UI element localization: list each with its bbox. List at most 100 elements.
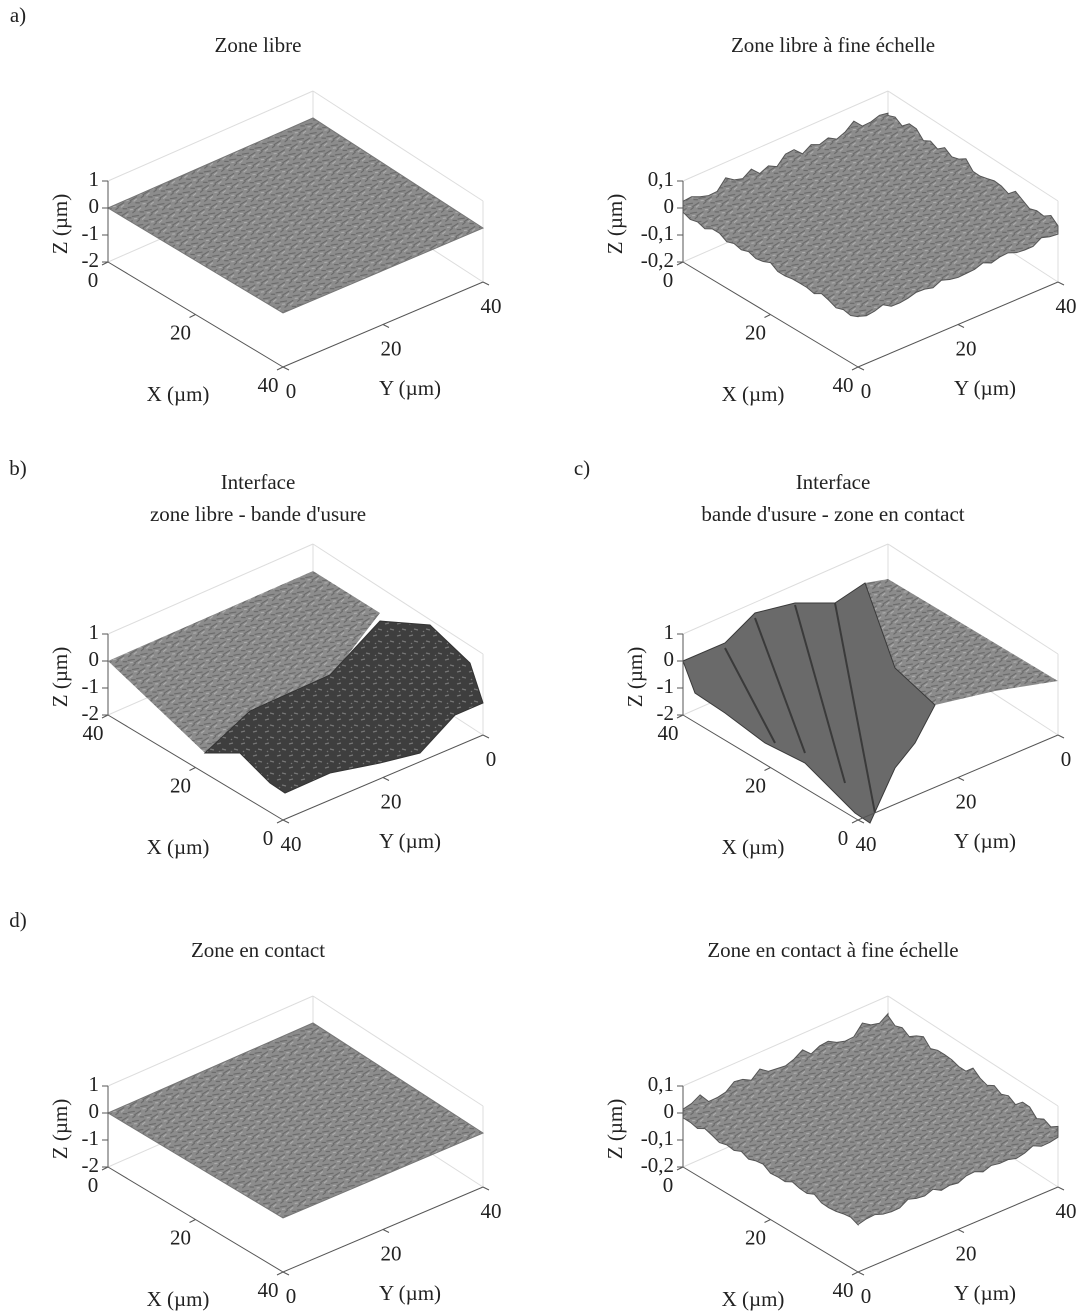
x-tick-label: 40 bbox=[658, 721, 679, 745]
y-axis-title: Y (µm) bbox=[954, 1281, 1016, 1305]
panel-title: Interface bbox=[796, 470, 871, 494]
panel-label: c) bbox=[574, 456, 590, 480]
x-tick-label: 40 bbox=[833, 373, 854, 397]
z-tick-label: -0,2 bbox=[641, 1153, 674, 1177]
z-tick-label: 1 bbox=[89, 167, 100, 191]
x-tick-label: 0 bbox=[663, 1173, 674, 1197]
y-tick-label: 40 bbox=[481, 294, 502, 318]
y-tick bbox=[857, 1271, 865, 1276]
x-tick-label: 20 bbox=[170, 320, 191, 344]
box-edge bbox=[887, 90, 1059, 202]
z-axis-title: Z (µm) bbox=[603, 194, 627, 255]
surface bbox=[106, 1022, 485, 1219]
y-tick bbox=[482, 734, 490, 739]
z-tick-label: 0 bbox=[89, 194, 100, 218]
box-edge bbox=[682, 543, 889, 635]
y-tick-label: 0 bbox=[286, 1284, 297, 1308]
z-tick-label: 1 bbox=[664, 620, 675, 644]
y-tick bbox=[957, 777, 965, 781]
y-tick bbox=[282, 366, 290, 371]
x-tick bbox=[764, 1219, 771, 1223]
box-edge bbox=[312, 90, 484, 202]
z-tick-label: 1 bbox=[89, 620, 100, 644]
panel-label: a) bbox=[10, 3, 26, 27]
panel: c) Interface bande d'usure - zone en conta… bbox=[574, 456, 1071, 859]
y-tick bbox=[957, 1229, 965, 1233]
z-tick-label: -1 bbox=[82, 1126, 100, 1150]
y-tick-label: 40 bbox=[281, 832, 302, 856]
y-tick-label: 20 bbox=[381, 1241, 402, 1265]
y-tick bbox=[382, 1229, 390, 1233]
z-tick-label: 0 bbox=[89, 1099, 100, 1123]
box-edge bbox=[107, 995, 314, 1087]
z-tick-label: -1 bbox=[82, 221, 100, 245]
box-edge bbox=[107, 90, 314, 182]
z-tick-label: -2 bbox=[82, 1153, 100, 1177]
z-tick-label: 0,1 bbox=[648, 1072, 674, 1096]
box-edge bbox=[682, 995, 889, 1087]
x-axis-title: X (µm) bbox=[147, 835, 210, 859]
panel-subtitle: bande d'usure - zone en contact bbox=[701, 502, 964, 526]
panel-label: b) bbox=[9, 456, 27, 480]
x-tick bbox=[851, 1271, 859, 1276]
y-tick-label: 40 bbox=[1056, 1199, 1077, 1223]
z-axis-title: Z (µm) bbox=[603, 1099, 627, 1160]
box-edge bbox=[312, 543, 484, 655]
ridge bbox=[834, 602, 876, 814]
y-tick-label: 0 bbox=[1061, 747, 1072, 771]
x-tick-label: 0 bbox=[88, 268, 99, 292]
x-tick-label: 40 bbox=[258, 373, 279, 397]
x-tick bbox=[276, 819, 284, 824]
panel-label: d) bbox=[9, 908, 27, 932]
y-tick-label: 0 bbox=[486, 747, 497, 771]
z-tick-label: 0 bbox=[664, 194, 675, 218]
z-tick-label: 0,1 bbox=[648, 167, 674, 191]
panel-title: Zone libre bbox=[215, 33, 302, 57]
x-tick bbox=[851, 819, 859, 824]
x-tick-label: 20 bbox=[170, 1225, 191, 1249]
z-axis-title: Z (µm) bbox=[48, 1099, 72, 1160]
surface-worn bbox=[203, 620, 484, 794]
y-tick bbox=[1057, 1186, 1065, 1191]
x-tick-label: 0 bbox=[263, 826, 274, 850]
x-axis-title: X (µm) bbox=[722, 382, 785, 406]
x-tick bbox=[764, 767, 771, 771]
y-tick-label: 40 bbox=[481, 1199, 502, 1223]
surface bbox=[106, 117, 485, 314]
surface bbox=[865, 579, 1058, 705]
y-tick-label: 0 bbox=[861, 1284, 872, 1308]
ridge bbox=[724, 647, 776, 744]
x-tick bbox=[764, 314, 771, 318]
z-tick-label: -1 bbox=[82, 674, 100, 698]
box-edge bbox=[682, 90, 889, 182]
y-tick bbox=[857, 366, 865, 371]
y-tick bbox=[857, 819, 865, 824]
y-tick bbox=[282, 1271, 290, 1276]
ridge bbox=[754, 617, 806, 754]
y-tick-label: 20 bbox=[956, 789, 977, 813]
y-axis-title: Y (µm) bbox=[954, 829, 1016, 853]
y-tick bbox=[957, 324, 965, 328]
x-tick-label: 0 bbox=[838, 826, 849, 850]
panel-title: Zone en contact à fine échelle bbox=[707, 938, 958, 962]
panel-title: Zone libre à fine échelle bbox=[731, 33, 935, 57]
x-tick-label: 40 bbox=[833, 1278, 854, 1302]
y-tick bbox=[482, 281, 490, 286]
y-tick-label: 40 bbox=[1056, 294, 1077, 318]
x-tick-label: 20 bbox=[170, 773, 191, 797]
y-axis-title: Y (µm) bbox=[379, 376, 441, 400]
z-axis-title: Z (µm) bbox=[48, 647, 72, 708]
z-tick-label: -1 bbox=[657, 674, 675, 698]
x-axis-title: X (µm) bbox=[722, 835, 785, 859]
panel: a) Zone libre 0 20 40 0 20 40 1 0 -1 -2 X (µm) Y (µm)… bbox=[10, 3, 502, 406]
x-axis-title: X (µm) bbox=[722, 1287, 785, 1311]
surface-worn bbox=[682, 582, 936, 824]
x-tick-label: 0 bbox=[88, 1173, 99, 1197]
y-tick-label: 20 bbox=[381, 789, 402, 813]
y-tick-label: 0 bbox=[861, 379, 872, 403]
y-axis-title: Y (µm) bbox=[379, 829, 441, 853]
panel: Zone en contact à fine échelle 0 20 40 0 20 40… bbox=[603, 938, 1077, 1311]
z-tick-label: 0 bbox=[664, 647, 675, 671]
surface bbox=[682, 1012, 1059, 1227]
y-tick-label: 0 bbox=[286, 379, 297, 403]
